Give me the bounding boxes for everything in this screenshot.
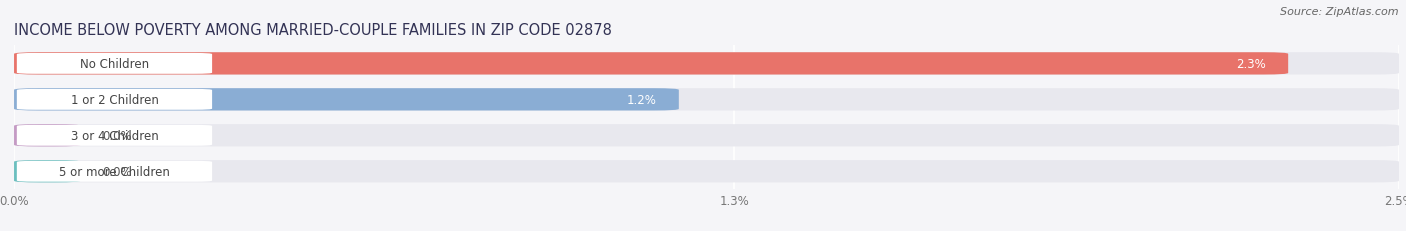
FancyBboxPatch shape <box>14 160 1399 183</box>
FancyBboxPatch shape <box>14 89 1399 111</box>
FancyBboxPatch shape <box>17 125 212 146</box>
Text: 5 or more Children: 5 or more Children <box>59 165 170 178</box>
FancyBboxPatch shape <box>14 125 80 147</box>
FancyBboxPatch shape <box>14 125 1399 147</box>
Text: 0.0%: 0.0% <box>103 165 132 178</box>
FancyBboxPatch shape <box>17 90 212 110</box>
Text: 0.0%: 0.0% <box>103 129 132 142</box>
Text: INCOME BELOW POVERTY AMONG MARRIED-COUPLE FAMILIES IN ZIP CODE 02878: INCOME BELOW POVERTY AMONG MARRIED-COUPL… <box>14 23 612 38</box>
Text: Source: ZipAtlas.com: Source: ZipAtlas.com <box>1281 7 1399 17</box>
FancyBboxPatch shape <box>14 89 679 111</box>
Text: 2.3%: 2.3% <box>1236 58 1265 71</box>
Text: 1.2%: 1.2% <box>627 93 657 106</box>
FancyBboxPatch shape <box>17 161 212 182</box>
FancyBboxPatch shape <box>14 53 1288 75</box>
FancyBboxPatch shape <box>17 54 212 74</box>
Text: 1 or 2 Children: 1 or 2 Children <box>70 93 159 106</box>
FancyBboxPatch shape <box>14 53 1399 75</box>
Text: 3 or 4 Children: 3 or 4 Children <box>70 129 159 142</box>
Text: No Children: No Children <box>80 58 149 71</box>
FancyBboxPatch shape <box>14 160 80 183</box>
